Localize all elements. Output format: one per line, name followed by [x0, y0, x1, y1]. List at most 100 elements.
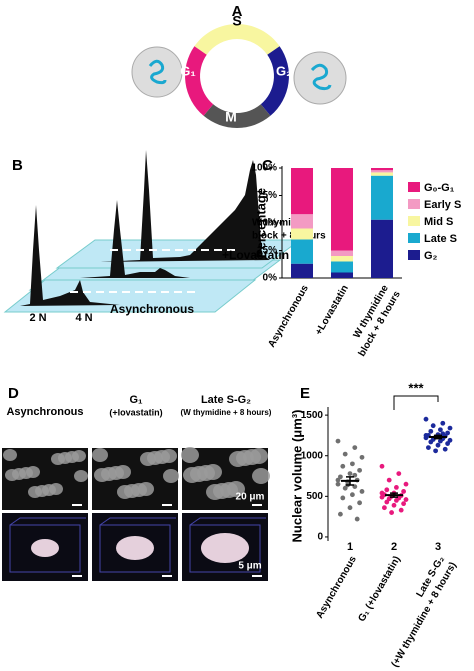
y-tick-label: 0% [263, 273, 278, 284]
dna-icon [310, 63, 332, 91]
render-box [9, 517, 86, 573]
trace-label: block + 8 hours [252, 231, 326, 242]
y-tick-label: 500 [306, 491, 323, 502]
x-tick-label: 3 [435, 541, 441, 553]
data-point [391, 502, 397, 508]
column-title: G₁ [129, 394, 143, 406]
render-box [99, 517, 176, 573]
data-point [382, 505, 387, 511]
scale-label: 20 μm [236, 492, 265, 503]
peak-label: 2 N [29, 312, 46, 324]
legend-swatch [408, 182, 420, 192]
data-point [433, 448, 438, 454]
nucleus [92, 448, 108, 462]
phase-segment [260, 46, 289, 116]
data-point [357, 500, 362, 506]
phase-label: M [225, 109, 237, 125]
panel-label: C [262, 157, 273, 174]
error-bar [390, 492, 398, 498]
panel-label: E [300, 385, 310, 402]
bar-segment [291, 228, 313, 240]
x-category-label: Asynchronous [266, 283, 311, 350]
data-point [342, 451, 348, 457]
y-tick-label: 1000 [301, 450, 324, 461]
legend-label: G₂ [424, 250, 438, 262]
micrographs [2, 447, 270, 581]
data-point [350, 492, 355, 498]
dna-icon [148, 59, 167, 85]
data-point [428, 439, 434, 445]
nucleus-render [201, 533, 249, 563]
data-point [442, 446, 448, 452]
data-point [384, 499, 390, 505]
data-point [338, 511, 343, 517]
data-point [379, 463, 385, 469]
significance-bracket [393, 395, 439, 410]
panel-label: B [12, 157, 23, 174]
bar-segment [371, 168, 393, 171]
legend-label: Late S [424, 233, 457, 245]
data-point [423, 416, 429, 422]
data-point [430, 423, 436, 429]
legend-label: G₀-G₁ [424, 182, 455, 194]
column-title: Late S-G₂ [201, 394, 251, 406]
nucleus [163, 469, 179, 483]
data-point [426, 445, 431, 451]
data-point [359, 489, 365, 494]
data-point [359, 454, 365, 460]
nucleus [74, 470, 88, 482]
data-point [401, 501, 406, 507]
y-axis-label: Percentage [253, 188, 268, 258]
data-point [340, 495, 346, 501]
data-point [335, 481, 341, 487]
error-bar [434, 434, 442, 440]
bar-segment [331, 272, 353, 278]
data-point [401, 489, 406, 494]
cell-cycle-ring [185, 24, 289, 128]
data-point [347, 505, 353, 511]
data-point [396, 471, 402, 476]
nucleus [140, 452, 156, 466]
peak-label: 4 N [75, 312, 92, 324]
y-tick-label: 0 [317, 532, 323, 543]
panel-label: D [8, 385, 19, 402]
significance-label: *** [408, 380, 424, 395]
bar-segment [291, 168, 313, 215]
bar-segment [331, 261, 353, 273]
scale-label: 5 μm [238, 561, 261, 572]
y-tick-label: 75% [257, 190, 277, 201]
panel-label: A [232, 3, 243, 20]
data-point [354, 516, 360, 522]
bar-segment [291, 214, 313, 229]
nucleus [5, 469, 19, 481]
data-point [335, 477, 341, 483]
data-point [350, 461, 355, 467]
x-category-label: G₁ (+lovastatin) [356, 554, 402, 623]
data-point [379, 494, 385, 500]
bar-segment [291, 263, 313, 278]
x-tick-label: 1 [347, 541, 353, 553]
column-title: Asynchronous [6, 406, 83, 418]
x-tick-label: 2 [391, 541, 397, 553]
column-subtitle: (+lovastatin) [109, 407, 162, 417]
data-point [396, 495, 402, 501]
y-axis-label: Nuclear volume (μm³) [289, 410, 304, 543]
legend-swatch [408, 250, 420, 260]
nucleus [51, 453, 65, 465]
data-point [423, 433, 429, 438]
nucleus [3, 449, 17, 461]
phase-label: G₂ [276, 63, 292, 78]
bar-segment [331, 168, 353, 251]
data-point [347, 471, 353, 476]
data-point [438, 438, 443, 444]
data-point [435, 442, 441, 448]
legend-swatch [408, 233, 420, 243]
histogram-stack [3, 150, 302, 313]
phase-label: S [232, 13, 241, 29]
data-point [440, 420, 446, 426]
data-point [428, 428, 434, 434]
trace-label: Asynchronous [110, 302, 194, 316]
data-point [403, 497, 409, 502]
bar-segment [371, 170, 393, 173]
nucleus [117, 485, 133, 499]
